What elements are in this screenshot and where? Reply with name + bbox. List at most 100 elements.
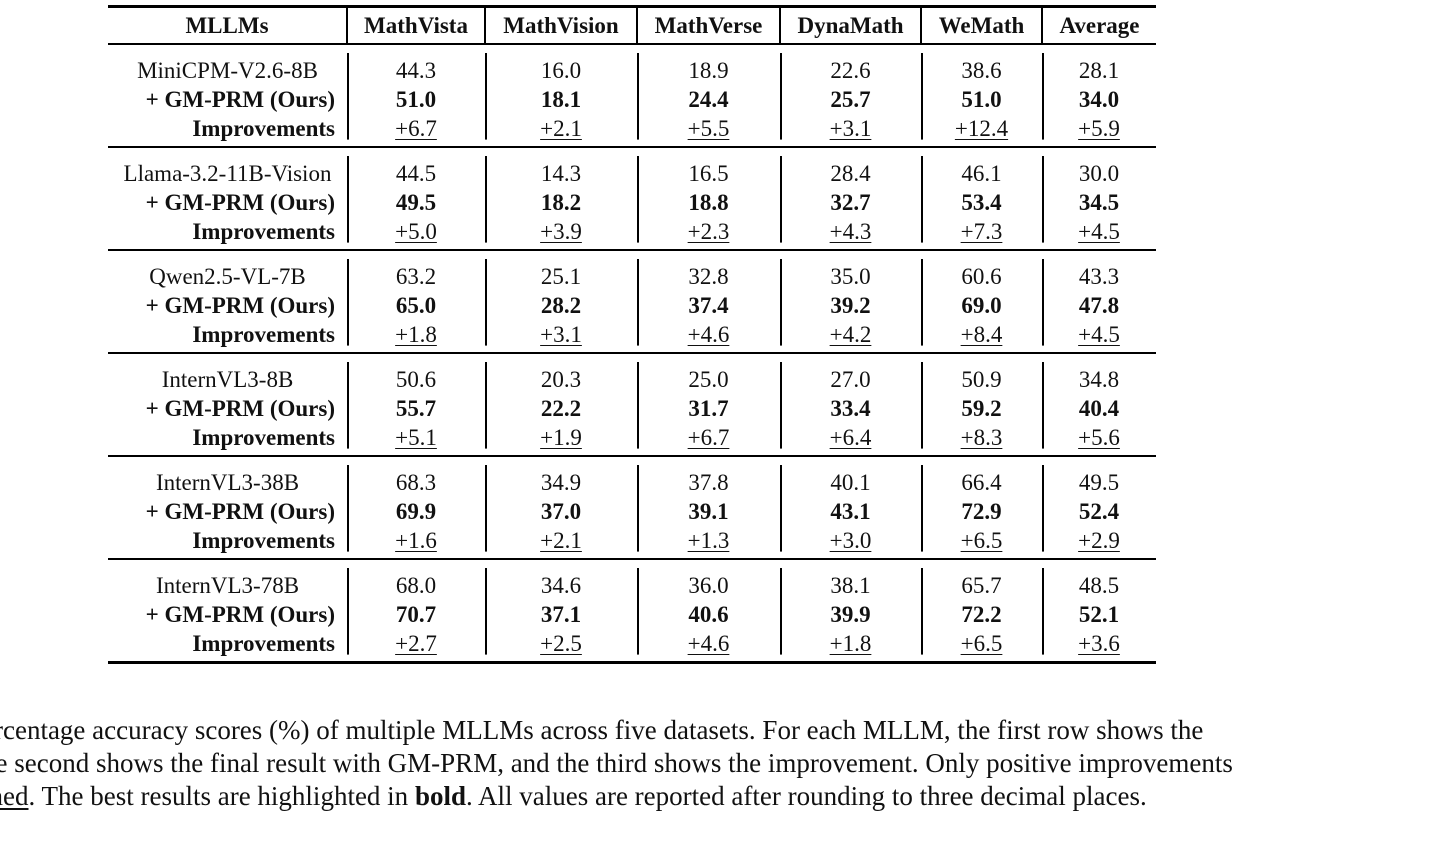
score-cell: +4.6 xyxy=(637,320,780,353)
score-cell: +2.5 xyxy=(485,629,637,663)
improvement-value: +8.4 xyxy=(960,322,1003,347)
score-cell: +5.0 xyxy=(347,217,485,250)
score-cell: 40.1 xyxy=(780,456,921,497)
score-cell: 22.2 xyxy=(485,394,637,423)
score-cell: +6.7 xyxy=(637,423,780,456)
model-group: InternVL3-78B 68.0 34.6 36.0 38.1 65.7 48.5 + G… xyxy=(108,559,1156,663)
score-cell: 44.5 xyxy=(347,147,485,188)
score-cell: +6.4 xyxy=(780,423,921,456)
model-label: Improvements xyxy=(192,528,335,553)
score-cell: +2.9 xyxy=(1042,526,1156,559)
score-cell: 27.0 xyxy=(780,353,921,394)
score-cell: 34.6 xyxy=(485,559,637,600)
improvement-value: +1.8 xyxy=(829,631,872,656)
model-label: Llama-3.2-11B-Vision xyxy=(123,161,332,186)
score-cell: +1.8 xyxy=(347,320,485,353)
header-average: Average xyxy=(1041,6,1156,44)
model-label: + GM-PRM (Ours) xyxy=(145,87,335,112)
score-cell: 31.7 xyxy=(637,394,780,423)
score-cell: +4.5 xyxy=(1042,320,1156,353)
score-cell: +3.0 xyxy=(780,526,921,559)
model-label: Improvements xyxy=(192,631,335,656)
improvement-row: Improvements +2.7 +2.5 +4.6 +1.8 +6.5 +3.6 xyxy=(108,629,1156,663)
score-cell: 65.0 xyxy=(347,291,485,320)
improvement-value: +1.3 xyxy=(687,528,730,553)
improvement-value: +3.9 xyxy=(540,219,582,244)
improvement-value: +6.7 xyxy=(687,425,730,450)
improvement-value: +3.1 xyxy=(540,322,582,347)
score-cell: 16.5 xyxy=(637,147,780,188)
score-cell: 39.2 xyxy=(780,291,921,320)
gm-prm-row: + GM-PRM (Ours) 69.9 37.0 39.1 43.1 72.9 52.4 xyxy=(108,497,1156,526)
improvement-value: +2.3 xyxy=(687,219,730,244)
score-cell: +1.3 xyxy=(637,526,780,559)
score-cell: +5.1 xyxy=(347,423,485,456)
caption-bold-word: bold xyxy=(414,781,466,811)
score-cell: 50.6 xyxy=(347,353,485,394)
score-cell: 37.1 xyxy=(485,600,637,629)
score-cell: 51.0 xyxy=(347,85,485,114)
score-cell: 36.0 xyxy=(637,559,780,600)
score-cell: 68.0 xyxy=(347,559,485,600)
model-label: + GM-PRM (Ours) xyxy=(145,499,335,524)
header-mathvision: MathVision xyxy=(484,6,637,44)
score-cell: 34.8 xyxy=(1042,353,1156,394)
header-mathvista: MathVista xyxy=(346,6,485,44)
improvement-value: +2.5 xyxy=(540,631,582,656)
score-cell: 43.3 xyxy=(1042,250,1156,291)
score-cell: +5.6 xyxy=(1042,423,1156,456)
improvement-value: +7.3 xyxy=(960,219,1003,244)
score-cell: 68.3 xyxy=(347,456,485,497)
improvement-row: Improvements +1.8 +3.1 +4.6 +4.2 +8.4 +4.5 xyxy=(108,320,1156,353)
score-cell: 18.2 xyxy=(485,188,637,217)
score-cell: 25.1 xyxy=(485,250,637,291)
model-group: InternVL3-8B 50.6 20.3 25.0 27.0 50.9 34.8 + GM… xyxy=(108,353,1156,456)
model-label: + GM-PRM (Ours) xyxy=(145,396,335,421)
score-cell: 34.9 xyxy=(485,456,637,497)
score-cell: 38.6 xyxy=(921,44,1042,85)
score-cell: 35.0 xyxy=(780,250,921,291)
base-row: InternVL3-8B 50.6 20.3 25.0 27.0 50.9 34.8 xyxy=(108,353,1156,394)
model-label: Qwen2.5-VL-7B xyxy=(149,264,306,289)
score-cell: 28.2 xyxy=(485,291,637,320)
score-cell: +6.5 xyxy=(921,526,1042,559)
caption-underlined-word: ined xyxy=(0,781,29,811)
score-cell: 69.9 xyxy=(347,497,485,526)
gm-prm-row: + GM-PRM (Ours) 49.5 18.2 18.8 32.7 53.4 34.5 xyxy=(108,188,1156,217)
score-cell: 37.4 xyxy=(637,291,780,320)
table-caption: ercentage accuracy scores (%) of multipl… xyxy=(0,714,1402,813)
gm-prm-row: + GM-PRM (Ours) 70.7 37.1 40.6 39.9 72.2 52.1 xyxy=(108,600,1156,629)
base-row: InternVL3-78B 68.0 34.6 36.0 38.1 65.7 48.5 xyxy=(108,559,1156,600)
improvement-value: +5.5 xyxy=(687,116,730,141)
improvement-value: +5.6 xyxy=(1078,425,1120,450)
score-cell: +12.4 xyxy=(921,114,1042,147)
score-cell: 18.1 xyxy=(485,85,637,114)
score-cell: 53.4 xyxy=(921,188,1042,217)
score-cell: 65.7 xyxy=(921,559,1042,600)
base-row: MiniCPM-V2.6-8B 44.3 16.0 18.9 22.6 38.6 28.1 xyxy=(108,44,1156,85)
score-cell: 40.6 xyxy=(637,600,780,629)
gm-prm-row: + GM-PRM (Ours) 65.0 28.2 37.4 39.2 69.0 47.8 xyxy=(108,291,1156,320)
score-cell: 37.0 xyxy=(485,497,637,526)
score-cell: 34.0 xyxy=(1042,85,1156,114)
header-row: MLLMs MathVista MathVision MathVerse Dyn… xyxy=(108,6,1156,44)
score-cell: 63.2 xyxy=(347,250,485,291)
table-header: MLLMs MathVista MathVision MathVerse Dyn… xyxy=(108,6,1156,44)
score-cell: +3.1 xyxy=(485,320,637,353)
score-cell: +8.3 xyxy=(921,423,1042,456)
model-label: + GM-PRM (Ours) xyxy=(145,602,335,627)
score-cell: 18.8 xyxy=(637,188,780,217)
score-cell: 59.2 xyxy=(921,394,1042,423)
score-cell: 43.1 xyxy=(780,497,921,526)
score-cell: 72.9 xyxy=(921,497,1042,526)
model-group: Llama-3.2-11B-Vision 44.5 14.3 16.5 28.4 46.1… xyxy=(108,147,1156,250)
model-group: InternVL3-38B 68.3 34.9 37.8 40.1 66.4 49.5 + G… xyxy=(108,456,1156,559)
improvement-value: +6.5 xyxy=(960,528,1003,553)
caption-line-2: he second shows the final result with GM… xyxy=(0,748,1233,778)
caption-line-3b: . All values are reported after rounding… xyxy=(465,781,1147,811)
score-cell: 28.1 xyxy=(1042,44,1156,85)
header-mllms: MLLMs xyxy=(185,13,269,38)
score-cell: 14.3 xyxy=(485,147,637,188)
base-row: InternVL3-38B 68.3 34.9 37.8 40.1 66.4 49.5 xyxy=(108,456,1156,497)
score-cell: +2.1 xyxy=(485,526,637,559)
